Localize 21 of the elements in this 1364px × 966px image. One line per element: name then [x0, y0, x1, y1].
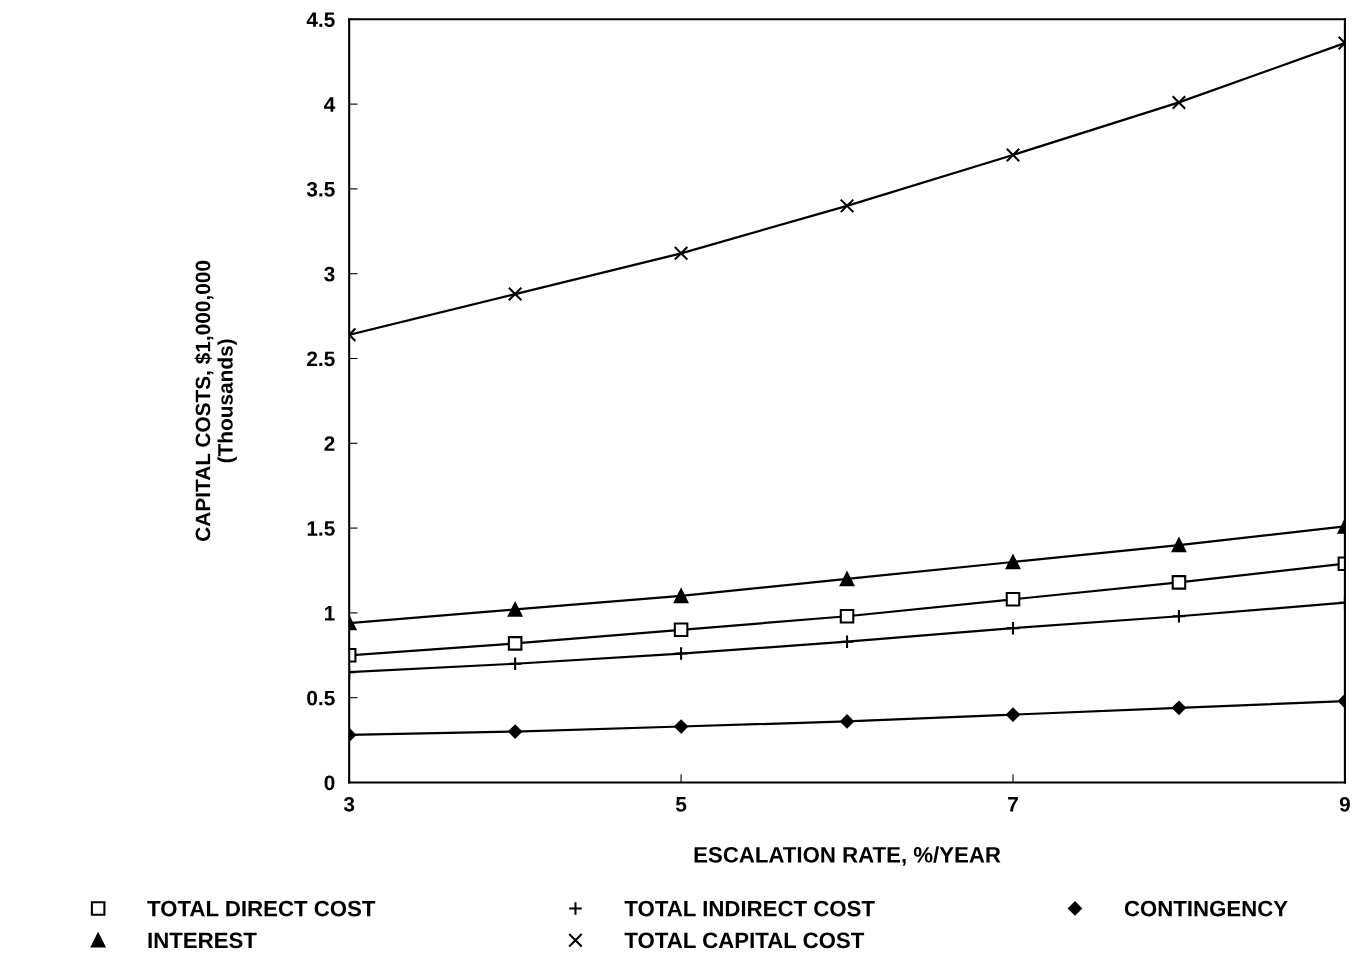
legend-label: CONTINGENCY: [1124, 900, 1288, 917]
x-tick-label: 9: [1339, 796, 1350, 812]
y-tick-label: 3: [324, 266, 335, 282]
y-tick-label: 0: [324, 775, 335, 791]
y-tick-label: 0.5: [307, 690, 335, 706]
legend-label: TOTAL CAPITAL COST: [624, 932, 865, 949]
y-tick-label: 3.5: [306, 181, 335, 197]
y-axis-title: CAPITAL COSTS, $1,000,000 (Thousands): [194, 260, 237, 541]
x-axis-title: ESCALATION RATE, %/YEAR: [694, 846, 1001, 866]
y-tick-label: 4.5: [306, 12, 335, 28]
x-tick-label: 7: [1008, 797, 1018, 812]
x-tick-label: 5: [675, 797, 687, 812]
y-tick-label: 4: [324, 97, 336, 112]
legend-label: INTEREST: [148, 932, 257, 949]
legend-label: TOTAL INDIRECT COST: [624, 900, 875, 917]
x-tick-label: 3: [343, 796, 355, 812]
y-tick-label: 1.5: [307, 521, 335, 536]
y-tick-label: 1: [325, 606, 335, 621]
y-tick-label: 2: [324, 436, 335, 451]
y-tick-label: 2.5: [307, 351, 335, 367]
legend-label: TOTAL DIRECT COST: [147, 900, 376, 917]
